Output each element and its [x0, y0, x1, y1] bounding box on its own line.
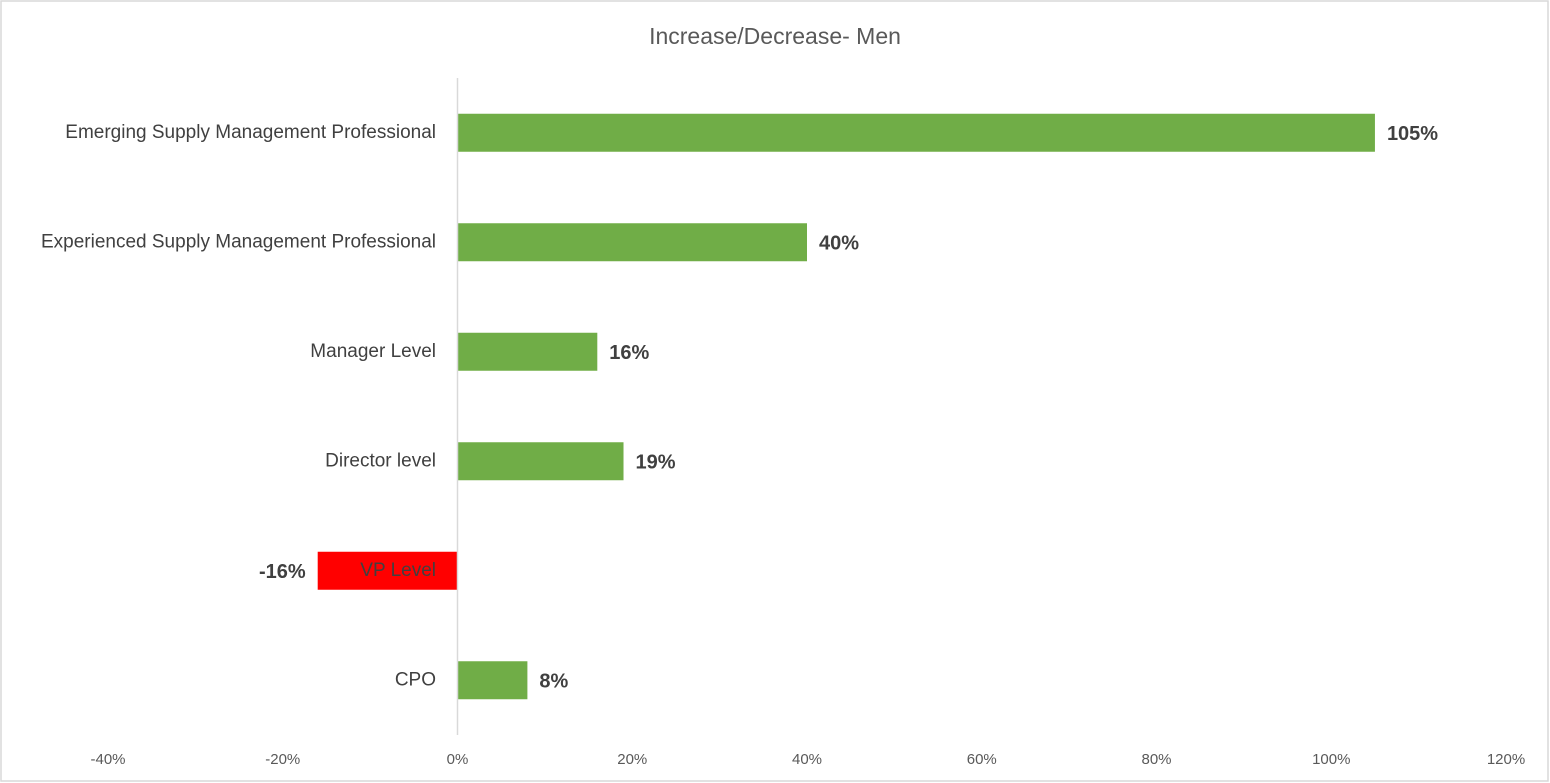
x-tick-label: 80% [1141, 751, 1171, 768]
bar [457, 661, 528, 700]
value-label: 105% [1387, 123, 1438, 145]
x-tick-label: 100% [1312, 751, 1350, 768]
bar [457, 223, 807, 262]
x-tick-label: 40% [792, 751, 822, 768]
value-label: 19% [636, 452, 676, 474]
x-tick-label: 60% [967, 751, 997, 768]
category-label: Experienced Supply Management Profession… [41, 231, 436, 252]
bar [457, 442, 624, 481]
category-label: Manager Level [310, 341, 436, 362]
chart-title: Increase/Decrease- Men [649, 23, 901, 49]
bar [317, 551, 458, 590]
value-label: -16% [259, 561, 306, 583]
x-tick-label: 20% [617, 751, 647, 768]
value-label: 8% [539, 671, 568, 693]
category-label: VP Level [360, 560, 436, 581]
category-label: Emerging Supply Management Professional [65, 122, 436, 143]
category-label: Director level [325, 450, 436, 471]
x-tick-label: 0% [447, 751, 469, 768]
category-label: CPO [395, 669, 436, 690]
value-label: 16% [609, 342, 649, 364]
bar [457, 332, 598, 371]
x-tick-label: -40% [90, 751, 125, 768]
bar [457, 113, 1375, 152]
value-label: 40% [819, 233, 859, 255]
x-tick-label: 120% [1487, 751, 1525, 768]
x-tick-label: -20% [265, 751, 300, 768]
